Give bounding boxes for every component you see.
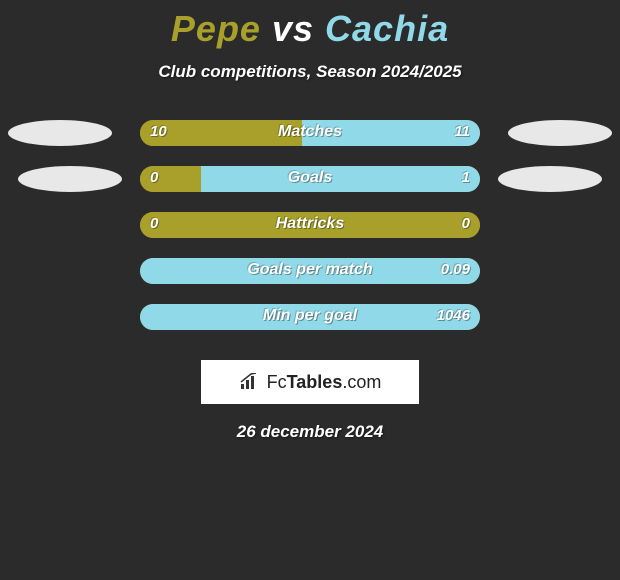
title-player1: Pepe (171, 8, 261, 49)
date-label: 26 december 2024 (0, 422, 620, 442)
title-player2: Cachia (325, 8, 449, 49)
title-vs: vs (272, 8, 314, 49)
logo-text: FcTables.com (267, 372, 382, 393)
stat-bar: Hattricks00 (140, 212, 480, 238)
page-title: Pepe vs Cachia (0, 0, 620, 50)
stat-row: Matches1011 (0, 112, 620, 158)
stat-row: Goals01 (0, 158, 620, 204)
logo-suffix: .com (342, 372, 381, 392)
bar-segment-player1 (140, 212, 480, 238)
player1-marker (18, 166, 122, 192)
stat-bar: Goals01 (140, 166, 480, 192)
stat-row: Hattricks00 (0, 204, 620, 250)
bar-segment-player2 (140, 304, 480, 330)
stat-row: Min per goal1046 (0, 296, 620, 342)
subtitle: Club competitions, Season 2024/2025 (0, 62, 620, 82)
player2-marker (498, 166, 602, 192)
bar-segment-player1 (140, 120, 302, 146)
comparison-chart: Matches1011 Goals01 Hattricks00 Goals per m… (0, 112, 620, 342)
bar-segment-player1 (140, 166, 201, 192)
stat-bar: Matches1011 (140, 120, 480, 146)
stat-row: Goals per match0.09 (0, 250, 620, 296)
logo-box: FcTables.com (201, 360, 419, 404)
bar-chart-icon (239, 373, 261, 391)
stat-bar: Min per goal1046 (140, 304, 480, 330)
logo-prefix: Fc (267, 372, 287, 392)
logo-main: Tables (287, 372, 343, 392)
bar-segment-player2 (140, 258, 480, 284)
player2-marker (508, 120, 612, 146)
bar-segment-player2 (302, 120, 480, 146)
bar-segment-player2 (201, 166, 480, 192)
stat-bar: Goals per match0.09 (140, 258, 480, 284)
player1-marker (8, 120, 112, 146)
